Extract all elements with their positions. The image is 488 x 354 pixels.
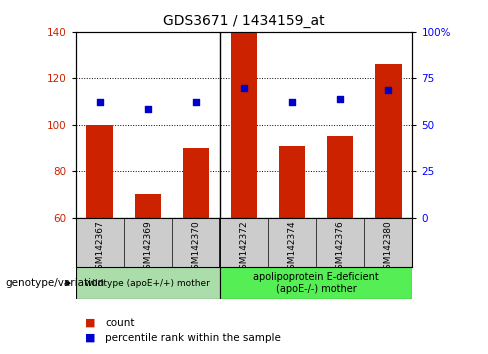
Bar: [76, 267, 220, 299]
Text: GSM142376: GSM142376: [336, 220, 345, 275]
Point: [96, 99, 103, 104]
Text: genotype/variation: genotype/variation: [5, 278, 104, 288]
Point: [336, 96, 344, 102]
Text: wildtype (apoE+/+) mother: wildtype (apoE+/+) mother: [85, 279, 210, 288]
Text: percentile rank within the sample: percentile rank within the sample: [105, 333, 281, 343]
Point: [288, 99, 296, 104]
Bar: [135, 194, 161, 218]
Bar: [220, 267, 412, 299]
Point: [240, 85, 248, 91]
Bar: [327, 136, 353, 218]
Text: GSM142369: GSM142369: [143, 220, 152, 275]
Text: GSM142374: GSM142374: [287, 220, 297, 275]
Bar: [231, 32, 257, 218]
Title: GDS3671 / 1434159_at: GDS3671 / 1434159_at: [163, 14, 325, 28]
Text: GSM142380: GSM142380: [384, 220, 393, 275]
Point: [144, 106, 152, 112]
Bar: [183, 148, 209, 218]
Point: [385, 87, 392, 93]
Text: GSM142370: GSM142370: [191, 220, 201, 275]
Bar: [375, 64, 402, 218]
Text: GSM142367: GSM142367: [95, 220, 104, 275]
FancyArrowPatch shape: [65, 281, 70, 285]
Text: apolipoprotein E-deficient
(apoE-/-) mother: apolipoprotein E-deficient (apoE-/-) mot…: [253, 272, 379, 294]
Point: [192, 99, 200, 104]
Bar: [86, 125, 113, 218]
Text: GSM142372: GSM142372: [240, 220, 248, 275]
Text: ■: ■: [85, 333, 96, 343]
Bar: [279, 146, 305, 218]
Text: count: count: [105, 318, 134, 328]
Text: ■: ■: [85, 318, 96, 328]
